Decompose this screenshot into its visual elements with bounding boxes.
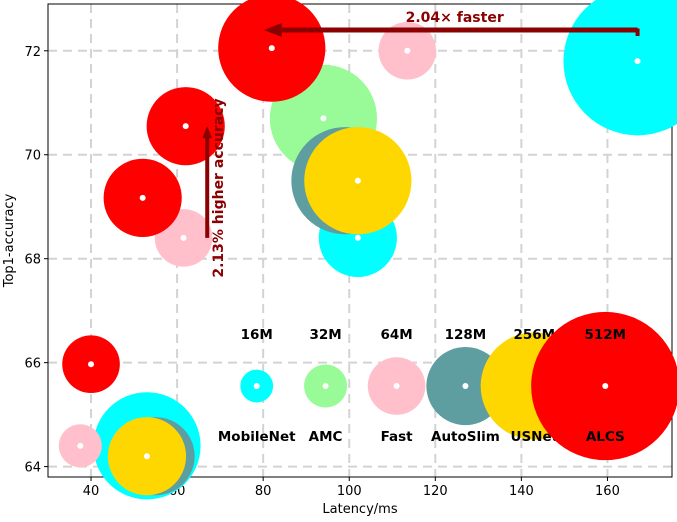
x-axis-title: Latency/ms xyxy=(322,502,397,517)
legend-size-label: 32M xyxy=(309,327,341,343)
legend-marker-center xyxy=(253,383,260,390)
legend-method-label: Fast xyxy=(381,429,414,445)
accuracy-arrow-head xyxy=(202,126,213,139)
legend-method-label: AutoSlim xyxy=(431,429,500,445)
legend-marker-center xyxy=(462,383,469,390)
point-center xyxy=(88,361,95,368)
legend-size-label: 16M xyxy=(241,327,273,343)
plot-frame xyxy=(47,3,673,478)
legend-marker-center xyxy=(322,383,329,390)
accuracy-annotation: 2.13% higher accuracy xyxy=(211,98,227,277)
point-center xyxy=(77,442,84,449)
point-center xyxy=(268,45,275,52)
point-center xyxy=(404,47,411,54)
point-center xyxy=(182,123,189,130)
point-center xyxy=(139,194,146,201)
x-tick-label: 140 xyxy=(509,484,534,499)
point-center xyxy=(180,234,187,241)
y-axis-title: Top1-accuracy xyxy=(2,193,17,288)
point-center xyxy=(320,115,327,122)
legend-size-label: 256M xyxy=(513,327,555,343)
data-points xyxy=(58,0,677,500)
x-tick-label: 100 xyxy=(337,484,362,499)
legend-size-label: 512M xyxy=(584,327,626,343)
point-center xyxy=(354,234,361,241)
y-tick-label: 72 xyxy=(24,45,41,60)
faster-arrow-head xyxy=(263,23,282,37)
legend-method-label: AMC xyxy=(309,429,343,445)
y-tick-label: 66 xyxy=(24,357,41,372)
x-tick-label: 120 xyxy=(423,484,448,499)
x-tick-label: 80 xyxy=(255,484,272,499)
legend-size-label: 64M xyxy=(380,327,412,343)
y-tick-label: 64 xyxy=(24,461,41,476)
legend-method-label: ALCS xyxy=(586,429,625,445)
legend-marker-center xyxy=(602,383,609,390)
point-center xyxy=(354,177,361,184)
legend: 16M MobileNet 32M AMC 64M Fast 128M AutoSlim 256… xyxy=(218,311,677,461)
legend-method-label: USNet xyxy=(510,429,558,445)
x-tick-label: 40 xyxy=(83,484,100,499)
legend-size-label: 128M xyxy=(445,327,487,343)
legend-method-label: MobileNet xyxy=(218,429,296,445)
annotations: 2.04× faster 2.13% higher accuracy xyxy=(202,10,640,278)
point-mobilenet xyxy=(563,0,677,136)
y-tick-label: 68 xyxy=(24,253,41,268)
legend-marker-center xyxy=(393,383,400,390)
faster-annotation: 2.04× faster xyxy=(406,10,504,26)
point-center xyxy=(634,58,641,65)
y-tick-label: 70 xyxy=(24,149,41,164)
x-tick-label: 160 xyxy=(595,484,620,499)
point-center xyxy=(143,453,150,460)
